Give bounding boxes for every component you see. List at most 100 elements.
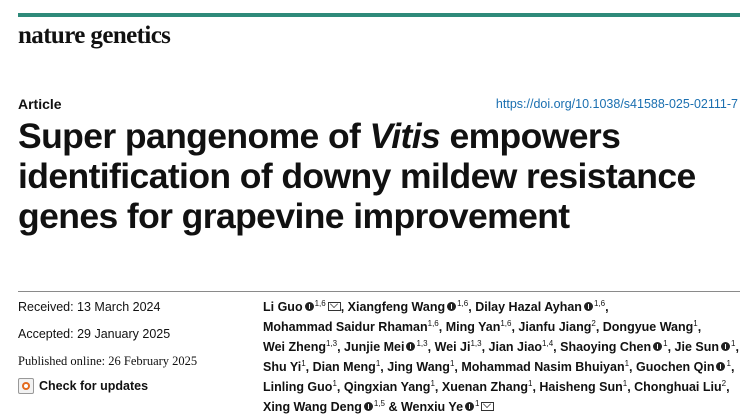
author-row: Xing Wang Deng 1,5 & Wenxiu Ye 1 (263, 397, 748, 417)
journal-accent-bar (18, 13, 740, 17)
author-name-text: Jing Wang (387, 360, 450, 374)
orcid-icon[interactable] (447, 302, 457, 311)
author-name[interactable]: Haisheng Sun1 (539, 379, 628, 395)
author-name[interactable]: Dilay Hazal Ayhan 1,6 (475, 299, 606, 315)
title-line-1-post: empowers (440, 116, 621, 156)
author-name-text: Shu Yi (263, 360, 302, 374)
author-name[interactable]: Li Guo 1,6 (263, 300, 341, 314)
author-name[interactable]: Shaoying Chen 1 (560, 339, 668, 355)
author-name-text: Mohammad Nasim Bhuiyan (461, 360, 625, 374)
title-line-3: genes for grapevine improvement (18, 196, 570, 236)
affiliation-superscript: 1,6 (457, 299, 469, 308)
author-name[interactable]: Wei Zheng1,3 (263, 340, 337, 355)
author-name[interactable]: Dian Meng1 (312, 360, 381, 375)
author-name[interactable]: Jing Wang1 (387, 359, 455, 375)
author-name-text: Ming Yan (445, 320, 501, 334)
affiliation-superscript: 1,6 (500, 319, 512, 328)
author-name[interactable]: Ming Yan1,6 (445, 319, 512, 335)
author-row: Shu Yi1, Dian Meng1, Jing Wang1, Mohamma… (263, 359, 735, 375)
author-row: Wei Zheng1,3, Junjie Mei 1,3, Wei Ji1,3, … (263, 339, 739, 355)
author-name[interactable]: Wei Ji1,3 (434, 339, 482, 355)
author-name[interactable]: Linling Guo1 (263, 379, 337, 395)
affiliation-superscript: 1 (730, 339, 736, 348)
author-name-text: Jianfu Jiang (518, 320, 592, 334)
affiliation-superscript: 1 (693, 319, 698, 328)
affiliation-superscript: 1 (332, 379, 337, 388)
orcid-icon[interactable] (716, 362, 726, 371)
journal-logo[interactable]: nature genetics (18, 22, 171, 49)
accepted-date: Accepted: 29 January 2025 (18, 327, 171, 341)
affiliation-superscript: 1 (449, 359, 455, 368)
author-name-text: Xuenan Zhang (441, 380, 528, 394)
affiliation-superscript: 1,3 (470, 339, 482, 348)
check-for-updates-icon (18, 378, 34, 394)
author-name[interactable]: Xiangfeng Wang 1,6 (348, 299, 469, 315)
author-name[interactable]: Guochen Qin 1 (636, 359, 731, 375)
author-name[interactable]: Wenxiu Ye 1 (401, 400, 495, 414)
orcid-icon[interactable] (406, 342, 416, 351)
email-icon[interactable] (327, 302, 341, 311)
author-name-text: Wei Ji (434, 340, 471, 354)
orcid-icon[interactable] (720, 342, 730, 351)
affiliation-superscript: 1 (726, 359, 731, 368)
orcid-icon[interactable] (363, 402, 373, 411)
author-name-text: Jie Sun (674, 340, 719, 354)
affiliation-superscript: 1,6 (314, 299, 326, 308)
author-row: Mohammad Saidur Rhaman1,6, Ming Yan1,6, … (263, 319, 702, 335)
article-title: Super pangenome of Vitis empowers identi… (18, 116, 743, 236)
email-icon[interactable] (481, 402, 495, 411)
check-for-updates-label: Check for updates (39, 379, 149, 393)
author-name-text: Li Guo (263, 300, 303, 314)
affiliation-superscript: 2 (591, 319, 596, 328)
affiliation-superscript: 1,6 (427, 319, 439, 328)
doi-link[interactable]: https://doi.org/10.1038/s41588-025-02111… (495, 97, 738, 111)
author-name-text: Dilay Hazal Ayhan (475, 300, 582, 314)
article-type-label: Article (18, 96, 62, 112)
affiliation-superscript: 1 (430, 379, 435, 388)
author-name-text: Haisheng Sun (539, 380, 623, 394)
check-for-updates-button[interactable]: Check for updates (18, 378, 148, 394)
author-name[interactable]: Xuenan Zhang1 (441, 379, 533, 395)
affiliation-superscript: 1,4 (542, 339, 554, 348)
orcid-icon[interactable] (583, 302, 593, 311)
author-name-text: Dian Meng (312, 360, 376, 374)
author-name[interactable]: Junjie Mei 1,3 (344, 339, 428, 355)
author-name-text: Mohammad Saidur Rhaman (263, 320, 428, 334)
affiliation-superscript: 1 (527, 379, 533, 388)
author-name-text: Jian Jiao (488, 340, 543, 354)
title-italic-genus: Vitis (369, 116, 441, 156)
author-row: Li Guo 1,6, Xiangfeng Wang 1,6, Dilay Haza… (263, 299, 609, 315)
affiliation-superscript: 1 (301, 359, 306, 368)
author-name[interactable]: Qingxian Yang1 (344, 379, 435, 395)
affiliation-superscript: 1 (624, 359, 630, 368)
author-name[interactable]: Shu Yi1 (263, 359, 306, 375)
author-name[interactable]: Jie Sun 1 (674, 339, 736, 355)
orcid-icon[interactable] (653, 342, 663, 351)
header-divider (18, 291, 740, 292)
author-name[interactable]: Dongyue Wang1 (602, 319, 698, 335)
affiliation-superscript: 2 (721, 379, 727, 388)
author-name[interactable]: Mohammad Saidur Rhaman1,6 (263, 319, 439, 335)
author-name[interactable]: Jianfu Jiang2 (518, 319, 596, 335)
affiliation-superscript: 1,5 (373, 399, 385, 408)
author-name-text: Junjie Mei (344, 340, 405, 354)
affiliation-superscript: 1 (663, 339, 668, 348)
title-line-1-pre: Super pangenome of (18, 116, 370, 156)
author-row: Linling Guo1, Qingxian Yang1, Xuenan Zha… (263, 379, 730, 395)
title-line-1: Super pangenome of Vitis empowers (18, 116, 743, 156)
affiliation-superscript: 1,3 (416, 339, 428, 348)
orcid-icon[interactable] (304, 302, 314, 311)
author-name-text: Xing Wang Deng (263, 400, 362, 414)
received-date: Received: 13 March 2024 (18, 300, 161, 314)
author-name-text: Dongyue Wang (602, 320, 694, 334)
author-name[interactable]: Chonghuai Liu2 (634, 379, 727, 395)
affiliation-superscript: 1 (622, 379, 628, 388)
orcid-icon[interactable] (465, 402, 475, 411)
author-name-text: Linling Guo (263, 380, 333, 394)
author-name[interactable]: Jian Jiao1,4 (488, 339, 554, 355)
author-name-text: Chonghuai Liu (634, 380, 722, 394)
author-name[interactable]: Xing Wang Deng 1,5 (263, 399, 385, 415)
author-name[interactable]: Mohammad Nasim Bhuiyan1 (461, 359, 630, 375)
affiliation-superscript: 1 (475, 399, 480, 408)
affiliation-superscript: 1,6 (593, 299, 606, 308)
